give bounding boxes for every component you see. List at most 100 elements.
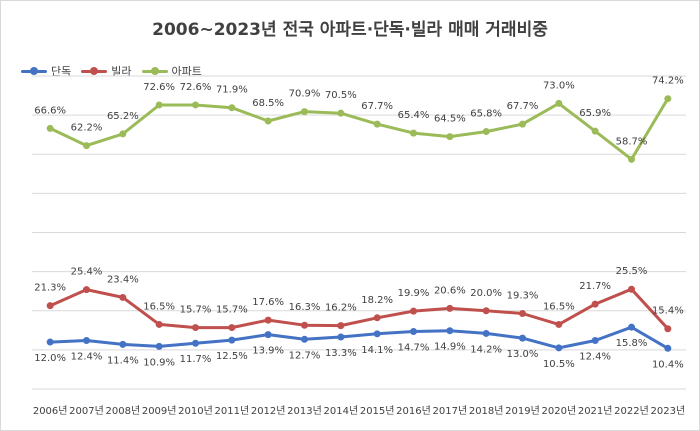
data-label: 14.9% [434,342,466,353]
data-point [301,321,308,329]
data-label: 12.4% [579,351,611,362]
data-point [664,325,672,333]
x-tick-label: 2006년 [33,405,68,417]
data-label: 19.3% [507,290,539,301]
data-label: 15.8% [616,338,648,349]
data-label: 13.9% [252,346,284,357]
data-point [410,327,417,335]
legend-item-dandok: 단독 [21,63,71,79]
data-label: 12.7% [289,350,321,361]
data-label: 10.4% [652,359,684,370]
data-label: 72.6% [143,82,175,93]
data-point [446,327,454,335]
data-point [155,342,163,350]
data-point [192,324,199,332]
x-tick-label: 2022년 [614,405,649,417]
series-line-0 [50,325,669,350]
data-point [410,307,417,315]
data-point [228,324,236,332]
data-label: 25.5% [616,266,648,277]
series-line-2 [49,97,670,161]
data-label: 68.5% [252,98,284,109]
x-tick-label: 2012년 [251,405,286,417]
x-tick-label: 2008년 [106,405,141,417]
data-label: 73.0% [543,80,575,91]
x-tick-label: 2020년 [542,405,577,417]
data-point [373,330,381,338]
data-label: 67.7% [361,101,393,112]
data-label: 14.1% [361,345,393,356]
data-point [83,142,90,150]
x-tick-label: 2009년 [142,405,177,417]
data-point [446,133,454,141]
data-point [46,302,54,310]
data-point [228,104,236,112]
data-point [192,101,199,109]
data-label: 67.7% [507,101,539,112]
data-label: 12.5% [216,351,248,362]
data-point [83,286,90,294]
data-label: 70.5% [325,90,357,101]
data-label: 58.7% [616,136,648,147]
legend-item-villa: 빌라 [81,63,132,79]
data-point [46,124,54,132]
x-tick-label: 2016년 [396,405,431,417]
data-label: 14.2% [470,344,502,355]
data-label: 12.0% [34,353,66,364]
series-line-1 [49,287,669,330]
data-label: 16.5% [543,301,575,312]
legend-item-apartment: 아파트 [141,63,202,79]
data-label: 15.4% [652,306,684,317]
data-point [519,334,526,342]
legend-label-villa: 빌라 [111,65,132,78]
data-label: 17.6% [252,297,284,308]
data-label: 11.7% [180,354,212,365]
data-label: 13.0% [507,349,539,360]
data-label: 25.4% [71,267,103,278]
data-label: 64.5% [434,114,466,125]
data-point [591,336,599,344]
data-label: 20.6% [434,285,466,296]
x-tick-label: 2011년 [215,405,250,417]
data-label: 70.9% [289,89,321,100]
data-point [155,320,163,328]
data-point [482,307,490,315]
data-point [555,99,563,107]
data-point [628,155,635,163]
data-point [482,128,490,136]
data-point [83,336,90,344]
legend-label-dandok: 단독 [51,65,72,78]
data-point [628,285,635,293]
x-tick-label: 2021년 [578,405,613,417]
data-label: 21.3% [34,283,66,294]
data-label: 20.0% [470,288,502,299]
legend-swatch-dandok [21,66,47,76]
data-point [664,95,672,103]
data-label: 15.7% [180,305,212,316]
data-point [337,109,345,117]
chart-legend: 단독 빌라 아파트 [21,63,202,79]
x-tick-label: 2007년 [69,405,104,417]
data-point [373,120,381,128]
data-point [192,339,199,347]
data-point [337,333,345,341]
data-label: 14.7% [398,342,430,353]
data-label: 23.4% [107,274,139,285]
data-label: 74.2% [652,76,684,87]
data-point [119,340,127,348]
data-label: 12.4% [71,351,103,362]
data-label: 16.5% [143,301,175,312]
data-point [228,336,236,344]
data-label: 72.6% [180,82,212,93]
data-label: 71.9% [216,85,248,96]
data-label: 62.2% [71,123,103,134]
data-label: 21.7% [579,281,611,292]
data-label: 11.4% [107,355,139,366]
data-point [264,117,272,125]
data-label: 65.9% [579,108,611,119]
data-label: 16.2% [325,303,357,314]
data-point [519,120,526,128]
data-label: 65.8% [470,109,502,120]
data-point [410,129,417,137]
